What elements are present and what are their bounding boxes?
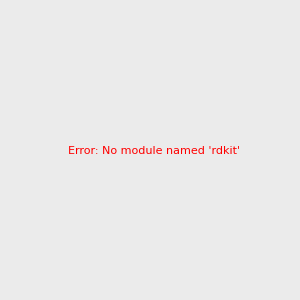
Text: Error: No module named 'rdkit': Error: No module named 'rdkit' xyxy=(68,146,240,157)
